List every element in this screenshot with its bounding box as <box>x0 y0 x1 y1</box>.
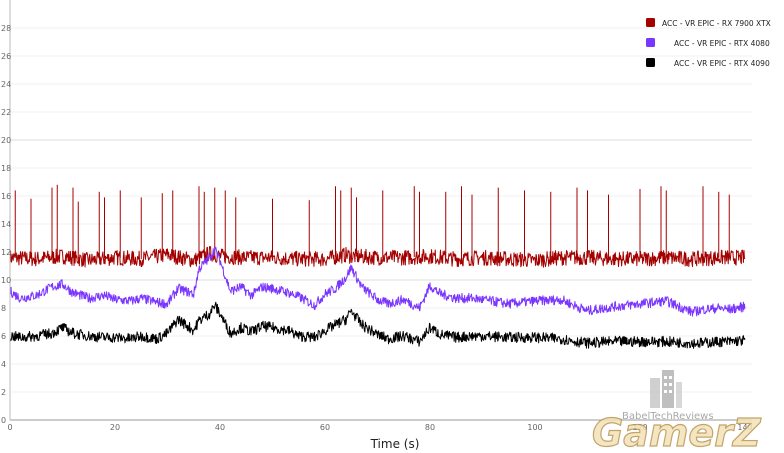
y-tick-label: 22 <box>1 108 11 117</box>
legend-item-rtx4080: ACC - VR EPIC - RTX 4080 <box>646 38 770 48</box>
x-tick-label: 120 <box>632 423 647 432</box>
y-tick-label: 26 <box>1 52 11 61</box>
y-tick-label: 2 <box>1 388 6 397</box>
legend-swatch <box>646 18 655 27</box>
series-line <box>9 301 746 349</box>
series-line <box>9 246 746 317</box>
watermark-site-text: BabelTechReviews <box>622 411 714 422</box>
legend-label: ACC - VR EPIC - RTX 4080 <box>674 39 770 48</box>
watermark: BabelTechReviews GamerZ <box>591 370 763 453</box>
y-tick-label: 12 <box>1 248 11 257</box>
legend-swatch <box>646 58 655 67</box>
x-tick-label: 80 <box>425 423 435 432</box>
y-tick-label: 8 <box>1 304 6 313</box>
y-tick-label: 14 <box>1 220 11 229</box>
y-tick-label: 20 <box>1 136 11 145</box>
series-line <box>9 246 746 268</box>
series-2 <box>9 246 746 317</box>
x-tick-label: 40 <box>215 423 225 432</box>
legend: ACC - VR EPIC - RX 7900 XTX ACC - VR EPI… <box>646 18 771 68</box>
series-3 <box>9 301 746 349</box>
building-logo-icon <box>650 370 682 408</box>
legend-item-rx7900xtx: ACC - VR EPIC - RX 7900 XTX <box>646 18 771 28</box>
plot-area <box>9 184 746 349</box>
x-tick-label: 20 <box>110 423 120 432</box>
y-tick-label: 10 <box>1 276 11 285</box>
x-tick-label: 100 <box>527 423 542 432</box>
x-axis-label: Time (s) <box>370 437 420 451</box>
series-1 <box>9 184 746 268</box>
y-tick-label: 0 <box>1 416 6 425</box>
y-tick-label: 28 <box>1 24 11 33</box>
x-tick-label: 140 <box>737 423 752 432</box>
y-tick-label: 18 <box>1 164 11 173</box>
y-tick-label: 24 <box>1 80 11 89</box>
x-tick-label: 0 <box>7 423 12 432</box>
legend-label: ACC - VR EPIC - RX 7900 XTX <box>662 19 771 28</box>
y-tick-label: 6 <box>1 332 6 341</box>
legend-label: ACC - VR EPIC - RTX 4090 <box>674 59 770 68</box>
legend-swatch <box>646 38 655 47</box>
legend-item-rtx4090: ACC - VR EPIC - RTX 4090 <box>646 58 770 68</box>
watermark-logo-text: GamerZ <box>592 411 762 453</box>
x-tick-label: 60 <box>320 423 330 432</box>
y-tick-label: 16 <box>1 192 11 201</box>
axes <box>9 0 752 421</box>
y-tick-label: 4 <box>1 360 6 369</box>
